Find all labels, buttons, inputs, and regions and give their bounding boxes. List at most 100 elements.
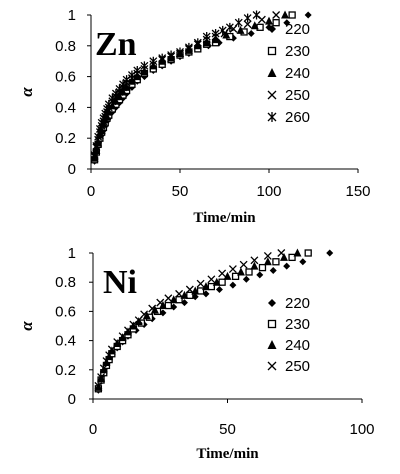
y-axis-label: α bbox=[17, 87, 36, 97]
data-point bbox=[140, 67, 149, 76]
data-point bbox=[156, 298, 165, 307]
data-point bbox=[279, 252, 288, 261]
data-point bbox=[149, 56, 158, 66]
data-point bbox=[140, 61, 149, 71]
x-tick-label: 50 bbox=[172, 183, 189, 200]
y-tick-label: 0.4 bbox=[55, 333, 76, 350]
series-250 bbox=[94, 249, 286, 390]
data-point bbox=[115, 84, 124, 94]
data-point bbox=[184, 42, 193, 52]
y-tick-label: 0.8 bbox=[55, 274, 76, 291]
legend-label: 230 bbox=[285, 43, 310, 60]
data-point bbox=[186, 291, 194, 299]
legend-label: 220 bbox=[285, 295, 310, 312]
data-point bbox=[164, 301, 172, 310]
legend-label: 260 bbox=[285, 109, 310, 126]
legend-label: 240 bbox=[285, 337, 310, 354]
data-point bbox=[175, 296, 183, 304]
data-point bbox=[272, 11, 281, 19]
legend-marker-220 bbox=[268, 25, 276, 33]
legend-label: 230 bbox=[285, 316, 310, 333]
legend-label: 220 bbox=[285, 21, 310, 38]
data-point bbox=[92, 141, 101, 151]
data-point bbox=[218, 25, 227, 35]
data-point bbox=[167, 50, 176, 60]
data-point bbox=[133, 65, 142, 75]
data-point bbox=[299, 258, 307, 266]
series-260 bbox=[90, 10, 261, 160]
data-point bbox=[193, 38, 202, 48]
data-point bbox=[218, 278, 226, 286]
data-point bbox=[277, 249, 286, 257]
data-point bbox=[243, 13, 252, 23]
y-axis-label: α bbox=[17, 321, 36, 331]
data-point bbox=[97, 373, 106, 382]
data-point bbox=[94, 132, 103, 142]
data-point bbox=[90, 150, 99, 160]
data-point bbox=[185, 285, 194, 294]
data-point bbox=[223, 271, 232, 280]
x-tick-label: 0 bbox=[89, 421, 97, 438]
data-point bbox=[256, 271, 264, 279]
data-point bbox=[111, 89, 120, 99]
legend: 220 230 240 250 260 bbox=[267, 21, 310, 126]
data-point bbox=[288, 253, 296, 262]
legend-label: 240 bbox=[285, 65, 310, 82]
data-point bbox=[107, 345, 116, 354]
data-point bbox=[108, 101, 117, 110]
y-tick-label: 0 bbox=[68, 391, 76, 408]
data-point bbox=[105, 352, 114, 361]
y-tick-label: 1 bbox=[68, 245, 76, 262]
data-point bbox=[288, 11, 296, 19]
data-point bbox=[108, 93, 117, 103]
legend-marker-260 bbox=[267, 112, 277, 122]
y-tick-label: 0.2 bbox=[55, 362, 76, 379]
data-point bbox=[236, 25, 245, 34]
data-point bbox=[113, 339, 122, 348]
legend-label: 250 bbox=[285, 87, 310, 104]
legend-marker-240 bbox=[267, 340, 277, 349]
x-tick-label: 0 bbox=[87, 183, 95, 200]
legend-label: 250 bbox=[285, 358, 310, 375]
data-point bbox=[258, 263, 267, 272]
data-point bbox=[293, 248, 302, 257]
data-point bbox=[142, 311, 151, 320]
legend-marker-240 bbox=[267, 68, 277, 77]
data-point bbox=[107, 346, 116, 355]
panel-label: Zn bbox=[95, 26, 137, 63]
data-point bbox=[212, 277, 221, 286]
legend-marker-230 bbox=[267, 46, 277, 56]
data-point bbox=[175, 289, 184, 298]
data-point bbox=[269, 267, 277, 275]
data-point bbox=[94, 381, 103, 390]
y-tick-label: 0 bbox=[68, 161, 76, 178]
data-point bbox=[304, 249, 312, 257]
data-point bbox=[250, 21, 259, 30]
data-point bbox=[252, 10, 261, 20]
data-point bbox=[207, 275, 216, 284]
data-point bbox=[243, 20, 252, 29]
data-point bbox=[225, 22, 234, 32]
data-point bbox=[281, 10, 290, 19]
data-point bbox=[304, 11, 312, 19]
data-point bbox=[202, 32, 211, 42]
data-point bbox=[236, 267, 245, 276]
data-point bbox=[105, 351, 114, 360]
data-point bbox=[283, 19, 291, 27]
data-point bbox=[228, 265, 237, 274]
data-point bbox=[272, 19, 280, 27]
y-tick-label: 0.8 bbox=[55, 38, 76, 55]
data-point bbox=[215, 286, 223, 293]
legend-marker-220 bbox=[268, 299, 276, 307]
y-tick-label: 0.6 bbox=[55, 303, 76, 320]
legend-marker-250 bbox=[267, 361, 277, 371]
data-point bbox=[263, 251, 272, 260]
legend: 220 230 240 250 bbox=[267, 295, 310, 375]
data-point bbox=[283, 262, 291, 270]
x-tick-label: 150 bbox=[345, 183, 370, 200]
data-point bbox=[239, 260, 248, 269]
x-tick-label: 100 bbox=[256, 183, 281, 200]
y-tick-label: 0.6 bbox=[55, 69, 76, 86]
data-point bbox=[272, 258, 280, 266]
data-point bbox=[164, 294, 173, 303]
